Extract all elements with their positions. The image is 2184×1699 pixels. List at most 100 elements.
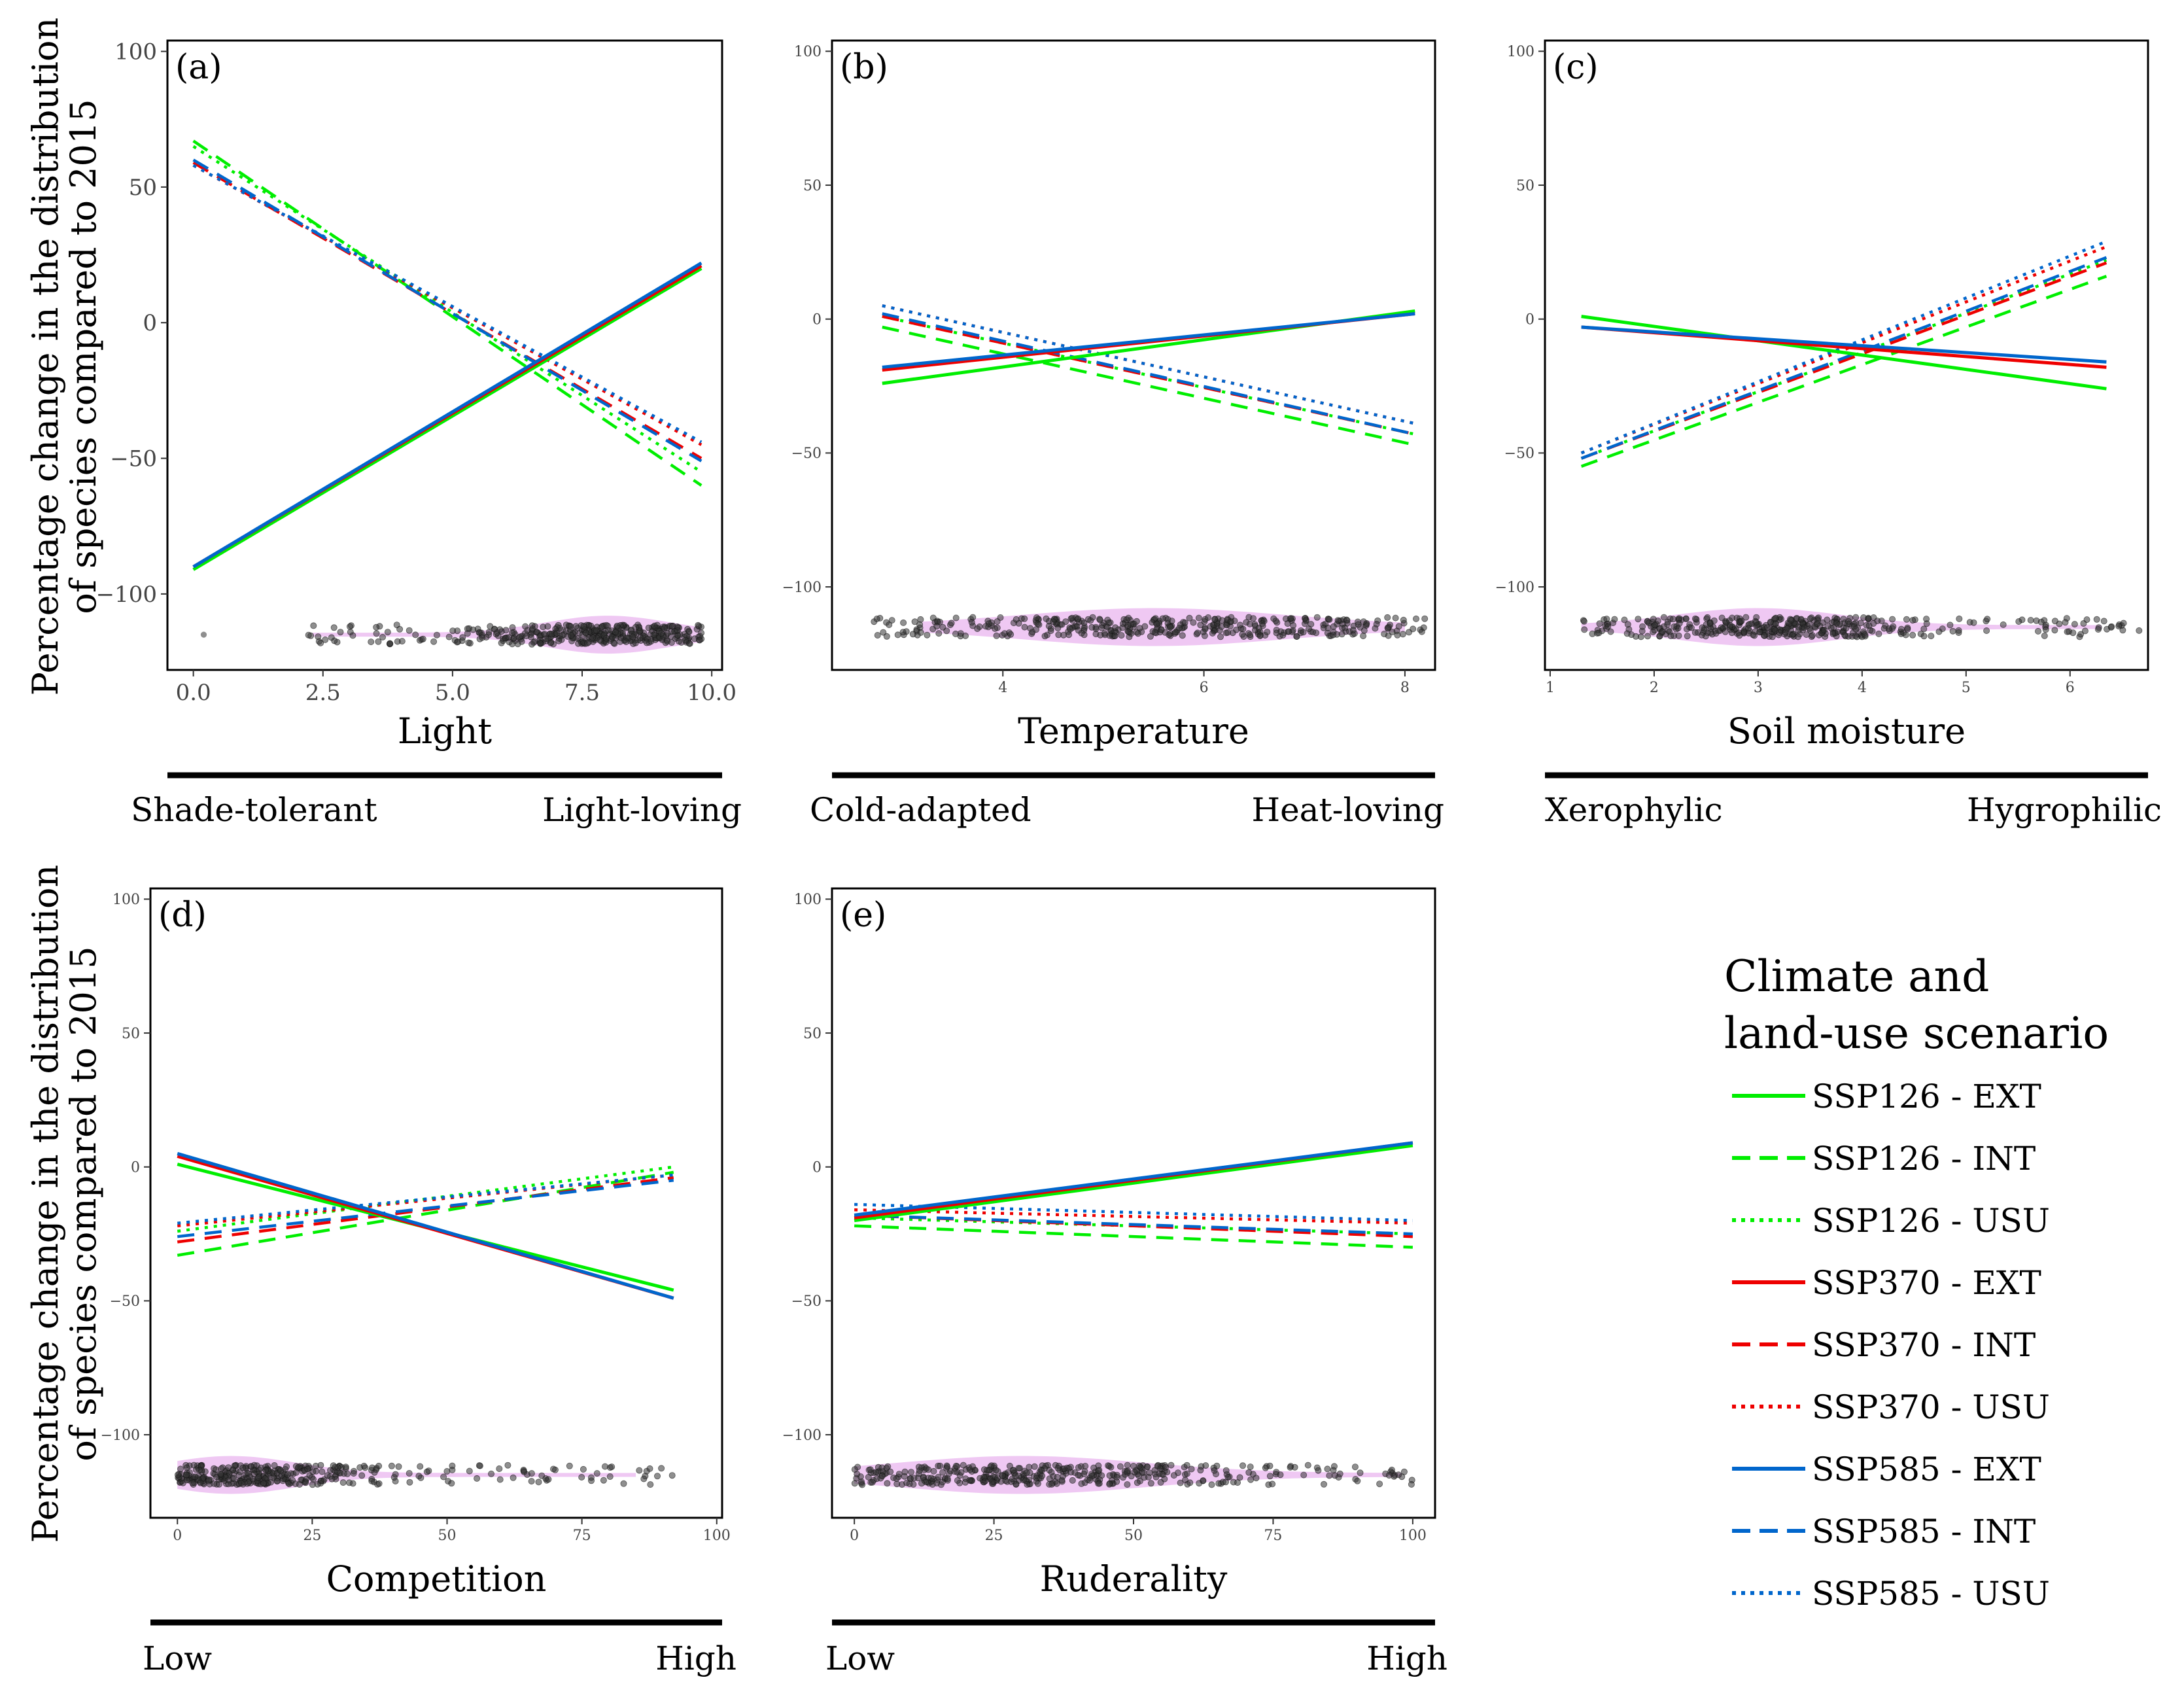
plot-frame: [831, 39, 1436, 671]
data-point: [1807, 615, 1814, 622]
data-point: [1227, 618, 1234, 625]
data-point: [1324, 1465, 1331, 1473]
data-point: [1187, 1479, 1194, 1486]
data-point: [2071, 621, 2078, 628]
data-point: [989, 1478, 996, 1485]
data-point: [1596, 620, 1603, 627]
data-point: [277, 1467, 285, 1474]
data-point: [284, 1471, 291, 1478]
data-point: [1300, 629, 1307, 636]
data-point: [999, 1472, 1007, 1479]
data-point: [1117, 1463, 1124, 1470]
x-tick-label: 0: [850, 1528, 859, 1544]
data-point: [189, 1479, 196, 1486]
data-point: [2015, 618, 2022, 625]
gradient-label-right: High: [1366, 1639, 1447, 1677]
trend-line: [854, 1214, 1413, 1236]
data-point: [695, 622, 702, 629]
trend-line: [177, 1170, 674, 1257]
data-point: [1211, 616, 1219, 623]
x-axis-title: Ruderality: [1040, 1558, 1228, 1600]
data-point: [952, 1462, 960, 1469]
data-point: [632, 623, 639, 631]
trend-lines: [1580, 239, 2107, 468]
data-point: [572, 623, 580, 630]
data-point: [1688, 624, 1695, 631]
data-point: [1247, 631, 1254, 639]
data-point: [356, 1464, 364, 1471]
data-point: [1321, 1480, 1328, 1488]
gradient-label-left: Cold-adapted: [810, 791, 1031, 829]
plot-frame: [149, 887, 723, 1519]
data-point: [1239, 1462, 1247, 1469]
data-point: [205, 1476, 213, 1483]
data-point: [1904, 625, 1911, 633]
data-point: [332, 1463, 339, 1471]
data-point: [1947, 622, 1954, 629]
data-point: [488, 1470, 495, 1477]
data-point: [1814, 620, 1821, 627]
data-point: [1060, 1473, 1067, 1480]
gradient-label-left: Xerophylic: [1545, 791, 1723, 829]
data-point: [268, 1479, 275, 1486]
data-point: [375, 638, 382, 645]
data-point: [647, 1481, 654, 1488]
data-point: [518, 638, 525, 645]
data-point: [1983, 627, 1990, 635]
data-point: [1862, 631, 1869, 639]
trend-line: [854, 1216, 1413, 1236]
data-point: [1034, 620, 1041, 627]
legend: Climate and land-use scenario SSP126 - E…: [1724, 951, 2109, 1613]
data-point: [582, 629, 589, 637]
data-point: [302, 1479, 309, 1486]
data-point: [958, 1469, 965, 1476]
data-point: [1399, 631, 1406, 638]
y-tick-label: 50: [129, 175, 157, 201]
data-point: [1621, 616, 1628, 623]
data-point: [1247, 1476, 1255, 1483]
data-point: [1160, 1471, 1167, 1478]
data-point: [1385, 1472, 1393, 1479]
data-point: [923, 1465, 930, 1472]
data-point: [1157, 1479, 1164, 1486]
data-point: [1384, 614, 1391, 621]
data-point: [661, 625, 668, 632]
data-point: [455, 638, 462, 645]
data-point: [521, 1468, 528, 1475]
data-point: [537, 640, 544, 648]
data-point: [1183, 1462, 1190, 1469]
data-point: [1194, 629, 1202, 637]
data-point: [1048, 1469, 1055, 1476]
data-point: [1273, 629, 1280, 637]
data-point: [1742, 614, 1750, 621]
data-point: [954, 1477, 961, 1484]
data-point: [884, 1480, 891, 1487]
y-tick-label: −50: [110, 1293, 140, 1310]
data-point: [1147, 633, 1154, 640]
data-point: [858, 1478, 865, 1485]
data-point: [1360, 633, 1367, 640]
data-point: [430, 638, 438, 645]
x-tick-label: 25: [303, 1528, 321, 1544]
panel-e: (e) −100 −50 0 50 100 0 25 50 75 100 Ruderality Low H…: [782, 887, 1447, 1677]
data-point: [917, 629, 924, 636]
data-point: [1135, 1472, 1142, 1479]
data-point: [1106, 1462, 1113, 1469]
panel-c: (c) −100 −50 0 50 100 1 2 3 4 5 6 Soil moisture Xerop…: [1495, 39, 2162, 829]
data-point: [1361, 627, 1368, 634]
legend-label: SSP126 - INT: [1812, 1140, 2036, 1178]
data-point: [310, 622, 317, 629]
data-point: [1841, 631, 1848, 639]
data-point: [1058, 621, 1066, 628]
data-point: [992, 625, 999, 632]
data-point: [1722, 628, 1729, 635]
trend-line: [1580, 239, 2107, 455]
data-point: [658, 1465, 665, 1472]
data-point: [398, 638, 406, 645]
data-point: [448, 1480, 455, 1487]
data-point: [1956, 615, 1963, 622]
data-point: [2056, 620, 2063, 627]
data-point: [1751, 632, 1758, 639]
data-point: [1949, 627, 1956, 635]
data-point: [1343, 617, 1351, 624]
